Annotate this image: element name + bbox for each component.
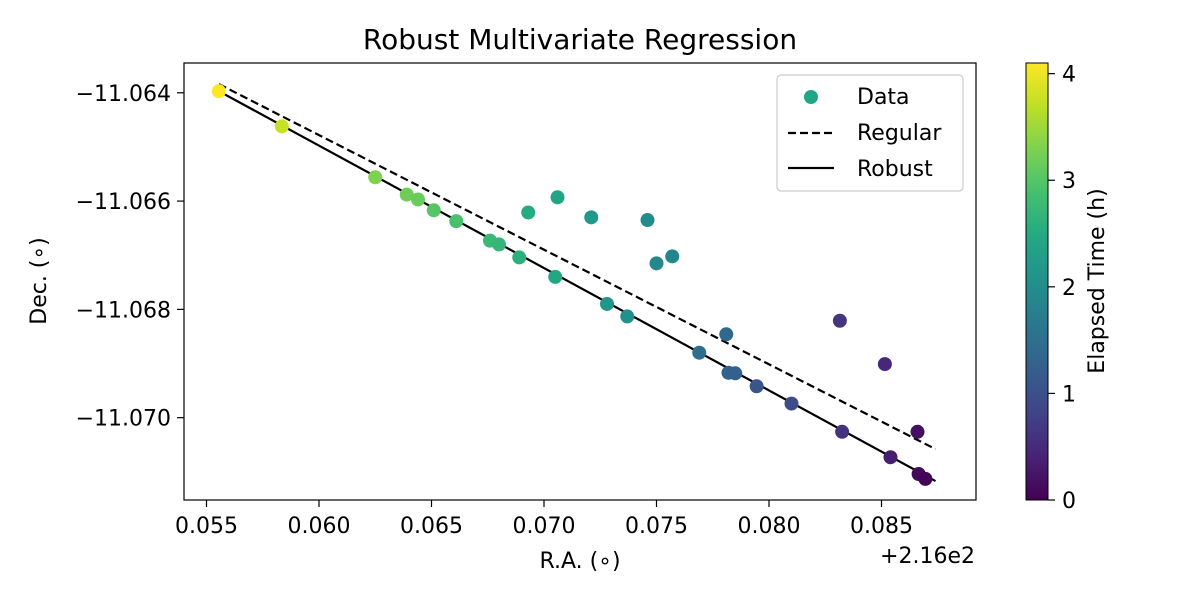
colorbar-label: Elapsed Time (h) bbox=[1085, 188, 1110, 373]
data-point bbox=[883, 450, 898, 465]
data-point bbox=[399, 187, 414, 202]
regression-lines bbox=[218, 83, 937, 483]
data-points bbox=[211, 84, 933, 486]
y-tick-label: −11.064 bbox=[76, 82, 171, 107]
colorbar-tick-label: 0 bbox=[1062, 489, 1076, 514]
data-point bbox=[692, 345, 707, 360]
x-tick-label: 0.070 bbox=[513, 514, 576, 539]
line-robust bbox=[218, 90, 937, 483]
plot-frame bbox=[183, 62, 977, 501]
y-tick-label: −11.070 bbox=[76, 407, 171, 432]
line-regular bbox=[218, 83, 936, 451]
x-tick-label: 0.065 bbox=[400, 514, 463, 539]
x-tick-label: 0.075 bbox=[625, 514, 688, 539]
data-point bbox=[600, 296, 614, 311]
colorbar-tick-label: 3 bbox=[1062, 169, 1076, 194]
y-tick-label: −11.068 bbox=[76, 298, 171, 323]
legend-entry-data: Data bbox=[857, 85, 910, 110]
data-point bbox=[620, 309, 635, 324]
y-axis-label: Dec. (∘) bbox=[27, 237, 52, 325]
data-point bbox=[835, 424, 850, 439]
data-point bbox=[784, 396, 799, 411]
data-point bbox=[548, 269, 563, 284]
data-point bbox=[411, 192, 425, 207]
legend-entry-robust: Robust bbox=[857, 157, 933, 182]
data-point bbox=[640, 213, 655, 228]
x-axis-ticks: 0.055 0.060 0.065 0.070 0.075 0.080 0.085 bbox=[175, 500, 913, 539]
legend-entry-regular: Regular bbox=[857, 121, 942, 146]
x-tick-label: 0.085 bbox=[850, 514, 913, 539]
data-point bbox=[426, 203, 441, 218]
legend: Data Regular Robust bbox=[776, 74, 964, 192]
x-axis-label: R.A. (∘) bbox=[539, 549, 620, 574]
data-point bbox=[521, 205, 536, 220]
chart-title: Robust Multivariate Regression bbox=[363, 23, 797, 56]
data-point bbox=[211, 84, 226, 99]
data-point bbox=[492, 237, 506, 252]
colorbar-gradient bbox=[1025, 62, 1049, 501]
colorbar-ticks: 0 1 2 3 4 bbox=[1048, 63, 1076, 514]
data-point bbox=[449, 214, 464, 229]
colorbar-tick-label: 2 bbox=[1062, 276, 1076, 301]
colorbar-tick-label: 1 bbox=[1062, 382, 1076, 407]
data-point bbox=[584, 210, 599, 225]
data-point bbox=[749, 379, 764, 394]
colorbar: 0 1 2 3 4 Elapsed Time (h) bbox=[1025, 62, 1110, 514]
x-tick-label: 0.055 bbox=[175, 514, 238, 539]
data-point bbox=[274, 119, 289, 134]
data-point bbox=[832, 313, 847, 328]
y-tick-label: −11.066 bbox=[76, 190, 171, 215]
data-point bbox=[910, 424, 925, 439]
legend-data-marker bbox=[804, 90, 818, 104]
data-point bbox=[918, 471, 933, 486]
legend-box bbox=[776, 74, 964, 192]
data-point bbox=[649, 256, 664, 271]
x-tick-label: 0.060 bbox=[288, 514, 351, 539]
colorbar-tick-label: 4 bbox=[1062, 63, 1076, 88]
data-point bbox=[512, 250, 527, 265]
y-axis-ticks: −11.064 −11.066 −11.068 −11.070 bbox=[76, 82, 184, 432]
data-point bbox=[550, 190, 565, 205]
data-point bbox=[368, 170, 383, 185]
x-tick-label: 0.080 bbox=[738, 514, 801, 539]
data-point bbox=[877, 357, 892, 372]
data-point bbox=[665, 249, 680, 264]
x-offset-text: +2.16e2 bbox=[880, 544, 975, 569]
data-point bbox=[728, 366, 743, 381]
data-point bbox=[719, 327, 734, 342]
